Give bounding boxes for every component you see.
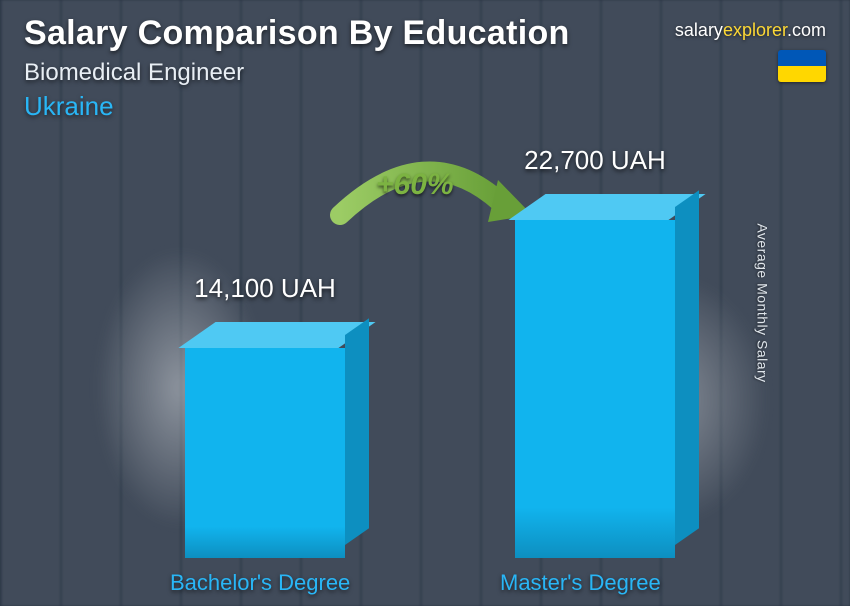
bar-category-label: Master's Degree xyxy=(500,570,661,596)
bar-bachelors: 14,100 UAH xyxy=(175,273,355,558)
bar-value-label: 14,100 UAH xyxy=(194,273,336,304)
bar-side-face xyxy=(345,318,369,545)
bar-3d-shape xyxy=(515,194,675,558)
bar-chart: 14,100 UAH Bachelor's Degree 22,700 UAH … xyxy=(0,170,850,558)
bar-3d-shape xyxy=(185,322,345,558)
bar-category-label: Bachelor's Degree xyxy=(170,570,350,596)
bar-front-face xyxy=(515,220,675,558)
bar-value-label: 22,700 UAH xyxy=(524,145,666,176)
bar-side-face xyxy=(675,190,699,545)
bar-masters: 22,700 UAH xyxy=(505,145,685,558)
bar-front-face xyxy=(185,348,345,558)
